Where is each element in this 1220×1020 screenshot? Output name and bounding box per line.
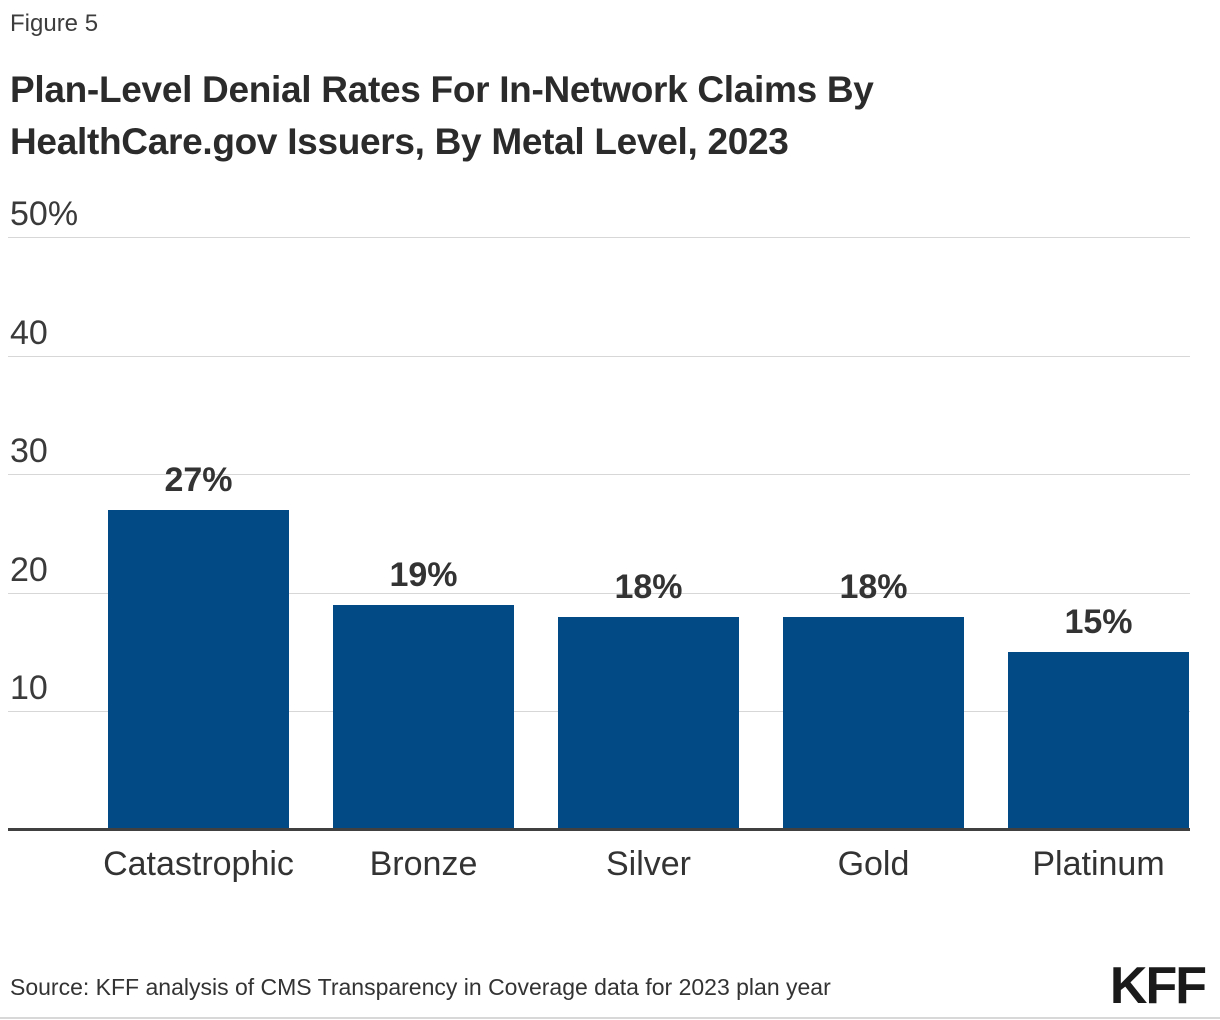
figure-label: Figure 5 xyxy=(10,10,99,37)
gridline xyxy=(8,592,1190,594)
bar-value-label: 19% xyxy=(389,555,458,594)
y-axis-tick-label: 40 xyxy=(10,313,48,352)
gridline xyxy=(8,474,1190,476)
x-axis-category-label: Bronze xyxy=(369,845,478,883)
chart-title-line-2: HealthCare.gov Issuers, By Metal Level, … xyxy=(10,121,789,162)
bar-value-label: 27% xyxy=(164,460,233,499)
y-axis-tick-label: 20 xyxy=(10,550,48,589)
bar xyxy=(108,509,289,830)
x-axis-category-label: Gold xyxy=(837,845,910,883)
gridline xyxy=(8,237,1190,238)
kff-logo: KFF xyxy=(1109,957,1207,1015)
bar xyxy=(1008,652,1189,830)
bar-value-label: 18% xyxy=(839,567,908,606)
y-axis-tick-label: 50% xyxy=(10,195,79,233)
x-axis-line xyxy=(8,828,1190,831)
x-axis-category-label: Platinum xyxy=(1032,845,1165,883)
bar xyxy=(333,604,514,830)
bar xyxy=(558,616,739,830)
bar-value-label: 15% xyxy=(1064,603,1133,642)
chart-title: Plan-Level Denial Rates For In-Network C… xyxy=(10,64,1160,168)
gridline xyxy=(8,355,1190,357)
bottom-divider xyxy=(0,1017,1220,1019)
y-axis-tick-label: 30 xyxy=(10,432,48,471)
x-axis-category-label: Catastrophic xyxy=(103,845,294,883)
bar-value-label: 18% xyxy=(614,567,683,606)
chart-title-line-1: Plan-Level Denial Rates For In-Network C… xyxy=(10,69,874,110)
source-note: Source: KFF analysis of CMS Transparency… xyxy=(10,974,831,1000)
y-axis-tick-label: 10 xyxy=(10,669,48,708)
x-axis-category-label: Silver xyxy=(605,845,692,883)
bar xyxy=(783,616,964,830)
